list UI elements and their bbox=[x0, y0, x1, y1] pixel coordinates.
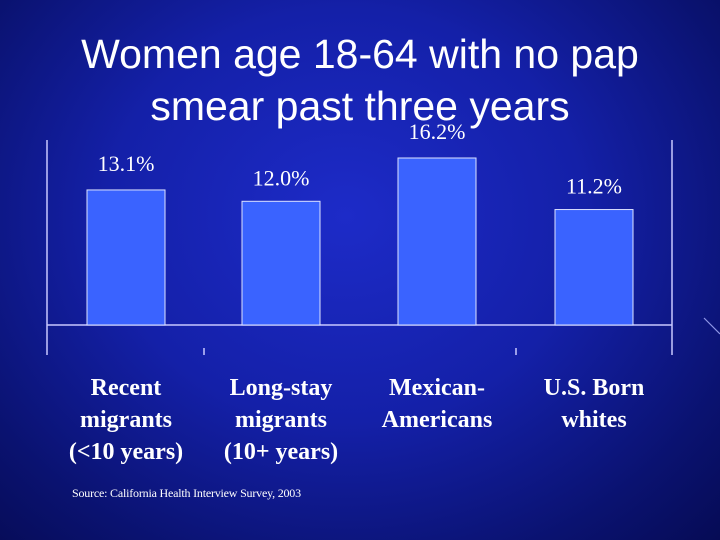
category-label-3-line-2: Americans bbox=[382, 407, 493, 433]
bar-4 bbox=[554, 209, 634, 326]
category-label-3-line-1: Mexican- bbox=[389, 375, 485, 401]
category-label-1-line-3: (<10 years) bbox=[69, 439, 183, 465]
data-label-1: 13.1% bbox=[98, 151, 155, 176]
chart-title: Women age 18-64 with no pap smear past t… bbox=[0, 28, 720, 132]
bar-1 bbox=[86, 189, 166, 326]
bar-2 bbox=[241, 200, 321, 326]
data-label-4: 11.2% bbox=[566, 174, 622, 199]
bar-3 bbox=[397, 157, 477, 326]
source-note: Source: California Health Interview Surv… bbox=[72, 486, 301, 500]
category-label-1-line-2: migrants bbox=[80, 407, 172, 433]
decorative-line bbox=[703, 317, 720, 335]
category-label-4-line-2: whites bbox=[561, 407, 626, 433]
data-label-2: 12.0% bbox=[253, 165, 310, 190]
category-label-2-line-1: Long-stay bbox=[230, 375, 333, 401]
category-label-4-line-1: U.S. Born bbox=[544, 375, 645, 401]
category-label-1-line-1: Recent bbox=[91, 375, 162, 401]
chart-title-line-1: Women age 18-64 with no pap bbox=[81, 31, 639, 77]
data-label-3: 16.2% bbox=[409, 119, 466, 144]
category-label-2-line-3: (10+ years) bbox=[224, 439, 338, 465]
category-label-2-line-2: migrants bbox=[235, 407, 327, 433]
chart-title-line-2: smear past three years bbox=[150, 83, 570, 129]
